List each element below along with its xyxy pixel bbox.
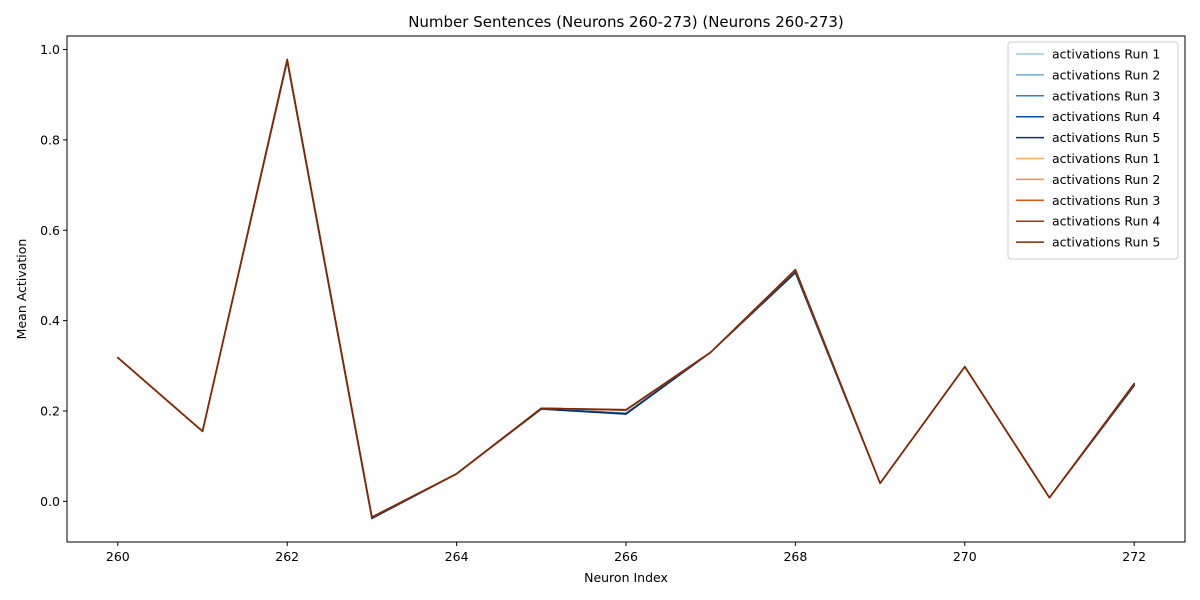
x-axis: 260 262 264 266 268 270 272 bbox=[106, 542, 1146, 564]
series-line-10 bbox=[117, 58, 1135, 518]
legend-label: activations Run 2 bbox=[1052, 172, 1160, 187]
legend-label: activations Run 3 bbox=[1052, 193, 1160, 208]
legend-label: activations Run 1 bbox=[1052, 47, 1160, 62]
legend-label: activations Run 1 bbox=[1052, 151, 1160, 166]
x-tick-label: 266 bbox=[614, 549, 638, 564]
y-tick-label: 1.0 bbox=[40, 42, 60, 57]
y-axis-label: Mean Activation bbox=[14, 239, 29, 340]
y-axis: 0.0 0.2 0.4 0.6 0.8 1.0 bbox=[40, 42, 67, 509]
x-tick-label: 270 bbox=[953, 549, 977, 564]
legend-label: activations Run 5 bbox=[1052, 235, 1160, 250]
y-tick-label: 0.8 bbox=[40, 132, 60, 147]
x-tick-label: 262 bbox=[275, 549, 299, 564]
y-tick-label: 0.4 bbox=[40, 313, 60, 328]
legend-label: activations Run 4 bbox=[1052, 214, 1160, 229]
x-tick-label: 260 bbox=[106, 549, 130, 564]
y-tick-label: 0.0 bbox=[40, 494, 60, 509]
legend: activations Run 1 activations Run 2 activa… bbox=[1007, 41, 1179, 260]
legend-label: activations Run 5 bbox=[1052, 130, 1160, 145]
x-tick-label: 272 bbox=[1122, 549, 1146, 564]
legend-label: activations Run 2 bbox=[1052, 67, 1160, 82]
y-tick-label: 0.2 bbox=[40, 403, 60, 418]
legend-label: activations Run 3 bbox=[1052, 88, 1160, 103]
legend-box bbox=[1007, 41, 1179, 260]
legend-label: activations Run 4 bbox=[1052, 109, 1160, 124]
y-tick-label: 0.6 bbox=[40, 223, 60, 238]
x-tick-label: 268 bbox=[783, 549, 807, 564]
chart-title: Number Sentences (Neurons 260-273) (Neur… bbox=[408, 13, 844, 31]
plot-area bbox=[117, 58, 1135, 520]
x-axis-label: Neuron Index bbox=[584, 570, 668, 585]
x-tick-label: 264 bbox=[445, 549, 469, 564]
